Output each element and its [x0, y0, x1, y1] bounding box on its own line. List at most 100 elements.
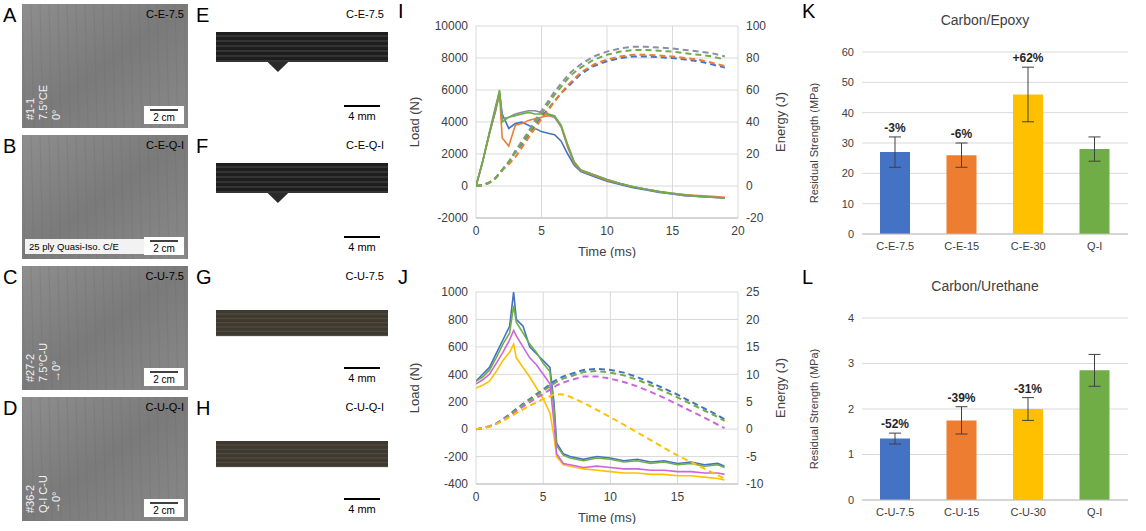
- svg-text:Time (ms): Time (ms): [578, 244, 636, 258]
- svg-text:C-U-Q-I: C-U-Q-I: [346, 401, 385, 413]
- svg-text:Q-I: Q-I: [1087, 506, 1102, 518]
- svg-text:10: 10: [842, 198, 854, 210]
- svg-text:4000: 4000: [441, 115, 468, 129]
- svg-text:4: 4: [848, 312, 854, 324]
- svg-text:15: 15: [666, 224, 680, 238]
- svg-text:C-U-7.5: C-U-7.5: [145, 270, 184, 282]
- svg-text:-52%: -52%: [881, 417, 909, 431]
- svg-text:Energy (J): Energy (J): [773, 92, 788, 152]
- svg-text:1000: 1000: [441, 285, 468, 299]
- svg-text:C-E-30: C-E-30: [1011, 240, 1046, 252]
- svg-text:5: 5: [538, 224, 545, 238]
- svg-text:1: 1: [848, 448, 854, 460]
- svg-text:C-U-7.5: C-U-7.5: [345, 270, 384, 282]
- svg-text:4 mm: 4 mm: [348, 372, 376, 384]
- svg-text:C-E-15: C-E-15: [944, 240, 979, 252]
- svg-text:10: 10: [746, 368, 760, 382]
- svg-text:2 cm: 2 cm: [153, 112, 175, 123]
- svg-text:5: 5: [540, 490, 547, 504]
- svg-text:8000: 8000: [441, 51, 468, 65]
- svg-text:60: 60: [746, 83, 760, 97]
- svg-text:10000: 10000: [435, 19, 469, 33]
- svg-text:Time (ms): Time (ms): [578, 510, 636, 524]
- svg-text:0: 0: [473, 490, 480, 504]
- svg-text:-39%: -39%: [947, 391, 975, 405]
- svg-text:0: 0: [461, 422, 468, 436]
- svg-text:-5: -5: [746, 450, 757, 464]
- svg-text:6000: 6000: [441, 83, 468, 97]
- svg-text:→0°: →0°: [50, 491, 62, 513]
- svg-text:2 cm: 2 cm: [153, 374, 175, 385]
- svg-text:Q-I C-U: Q-I C-U: [37, 475, 49, 513]
- svg-text:0: 0: [746, 422, 753, 436]
- svg-text:-2000: -2000: [437, 211, 468, 225]
- svg-text:0: 0: [746, 179, 753, 193]
- svg-text:25 ply Quasi-Iso. C/E: 25 ply Quasi-Iso. C/E: [29, 241, 119, 252]
- svg-text:C-U-Q-I: C-U-Q-I: [146, 401, 185, 413]
- svg-text:60: 60: [842, 46, 854, 58]
- svg-text:30: 30: [842, 137, 854, 149]
- svg-text:0°: 0°: [50, 109, 62, 120]
- svg-text:200: 200: [448, 395, 468, 409]
- svg-text:40: 40: [842, 107, 854, 119]
- svg-text:80: 80: [746, 51, 760, 65]
- svg-text:-3%: -3%: [884, 121, 906, 135]
- svg-text:Load (N): Load (N): [407, 97, 422, 148]
- svg-text:5: 5: [746, 395, 753, 409]
- svg-text:-20: -20: [746, 211, 764, 225]
- svg-text:Load (N): Load (N): [407, 363, 422, 414]
- svg-text:#27-2: #27-2: [24, 354, 36, 382]
- svg-text:15: 15: [671, 490, 685, 504]
- svg-text:-10: -10: [746, 477, 764, 491]
- svg-text:C-E-7.5: C-E-7.5: [146, 8, 184, 20]
- svg-text:-6%: -6%: [951, 127, 973, 141]
- svg-text:0: 0: [848, 228, 854, 240]
- svg-text:-31%: -31%: [1014, 382, 1042, 396]
- svg-text:Residual Strength (MPa): Residual Strength (MPa): [808, 349, 820, 469]
- svg-text:0: 0: [461, 179, 468, 193]
- svg-text:10: 10: [600, 224, 614, 238]
- svg-text:7.5°CE: 7.5°CE: [37, 85, 49, 120]
- svg-text:Q-I: Q-I: [1087, 240, 1102, 252]
- svg-text:→0°: →0°: [50, 360, 62, 382]
- svg-text:10: 10: [604, 490, 618, 504]
- svg-text:C-E-Q-I: C-E-Q-I: [346, 139, 384, 151]
- svg-text:400: 400: [448, 368, 468, 382]
- svg-text:Energy (J): Energy (J): [773, 358, 788, 418]
- svg-text:15: 15: [746, 340, 760, 354]
- svg-text:25: 25: [746, 285, 760, 299]
- svg-text:C-U-7.5: C-U-7.5: [876, 506, 915, 518]
- svg-text:40: 40: [746, 115, 760, 129]
- svg-text:C-E-Q-I: C-E-Q-I: [146, 139, 184, 151]
- svg-text:800: 800: [448, 313, 468, 327]
- svg-text:2 cm: 2 cm: [153, 505, 175, 516]
- svg-text:0: 0: [848, 494, 854, 506]
- svg-text:C-E-7.5: C-E-7.5: [876, 240, 914, 252]
- svg-text:3: 3: [848, 357, 854, 369]
- svg-text:-400: -400: [444, 477, 468, 491]
- svg-text:0: 0: [473, 224, 480, 238]
- svg-text:+62%: +62%: [1012, 51, 1043, 65]
- svg-text:Residual Strength (MPa): Residual Strength (MPa): [808, 83, 820, 203]
- svg-text:#1-1: #1-1: [24, 98, 36, 120]
- svg-text:20: 20: [746, 147, 760, 161]
- svg-text:7.5°C-U: 7.5°C-U: [37, 343, 49, 382]
- svg-text:4 mm: 4 mm: [348, 110, 376, 122]
- svg-text:4 mm: 4 mm: [348, 241, 376, 253]
- svg-text:4 mm: 4 mm: [348, 503, 376, 515]
- svg-text:50: 50: [842, 76, 854, 88]
- svg-text:20: 20: [842, 167, 854, 179]
- html-text:G: G: [196, 266, 212, 288]
- svg-text:-200: -200: [444, 450, 468, 464]
- svg-text:C-U-30: C-U-30: [1011, 506, 1046, 518]
- svg-text:2000: 2000: [441, 147, 468, 161]
- svg-text:#36-2: #36-2: [24, 485, 36, 513]
- svg-text:2 cm: 2 cm: [153, 243, 175, 254]
- svg-text:2: 2: [848, 403, 854, 415]
- svg-text:20: 20: [746, 313, 760, 327]
- svg-text:100: 100: [746, 19, 766, 33]
- svg-text:C-U-15: C-U-15: [944, 506, 979, 518]
- svg-text:600: 600: [448, 340, 468, 354]
- svg-text:C-E-7.5: C-E-7.5: [346, 8, 384, 20]
- svg-text:20: 20: [731, 224, 745, 238]
